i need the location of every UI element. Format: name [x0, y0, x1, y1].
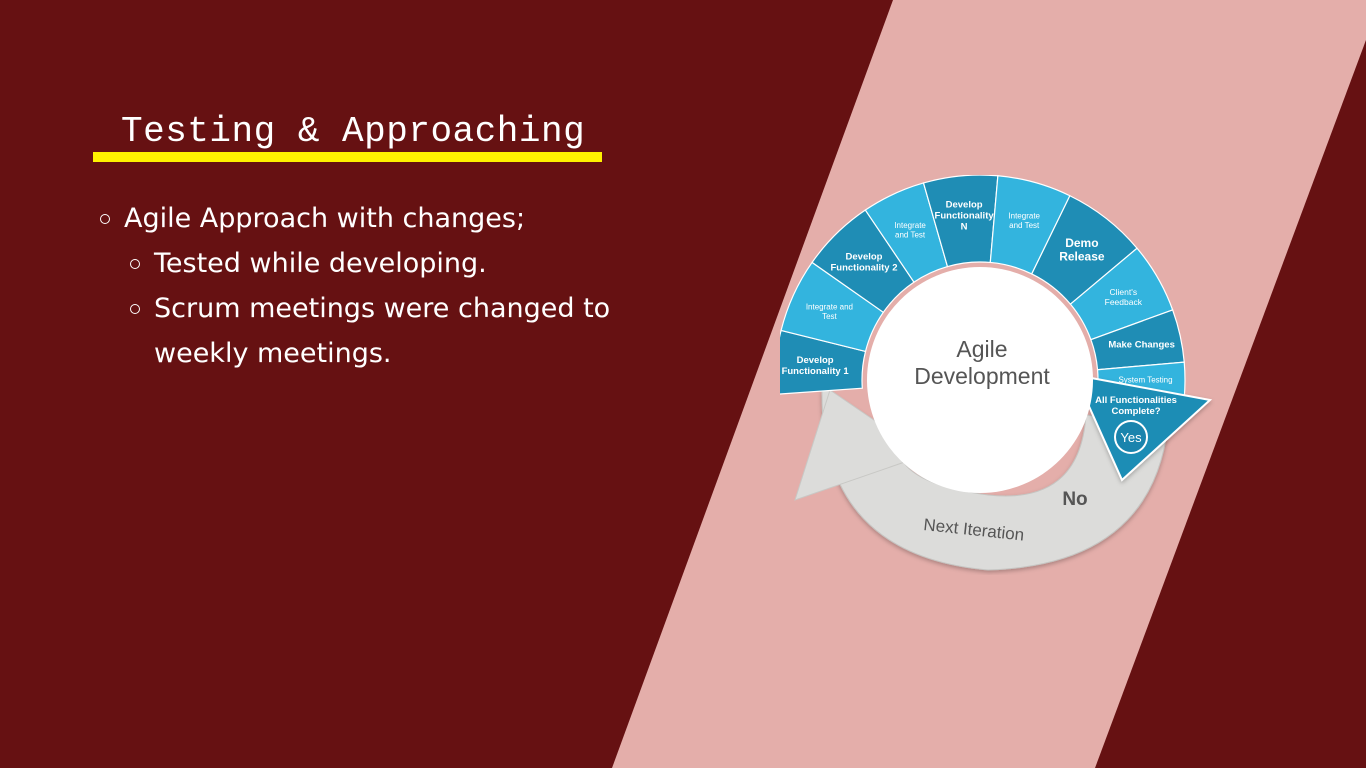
- title-underline: [93, 152, 602, 162]
- segment-label: Test: [822, 312, 837, 321]
- segment-label: Functionality 1: [782, 366, 850, 377]
- slide-title: Testing & Approaching: [121, 111, 586, 152]
- segment-label: Develop: [797, 355, 834, 366]
- segment-label: Functionality 2: [830, 263, 897, 274]
- segment-label: Develop: [846, 252, 883, 263]
- bullet-circle-icon: [130, 259, 140, 269]
- sub-bullet-item: Scrum meetings were changed to: [96, 286, 636, 331]
- bullet-text: Agile Approach with changes;: [124, 203, 526, 234]
- decision-label-line2: Complete?: [1111, 406, 1160, 417]
- segment-label: and Test: [895, 230, 926, 239]
- bullet-text: Scrum meetings were changed to: [154, 293, 611, 324]
- segment-label: Integrate: [894, 221, 926, 230]
- bullet-list: Agile Approach with changes; Tested whil…: [96, 196, 636, 376]
- segment-label: Client's: [1109, 287, 1137, 297]
- center-title-line2: Development: [914, 363, 1050, 389]
- center-hub: [867, 267, 1093, 493]
- segment-label: System Testing: [1118, 376, 1172, 385]
- segment-label: N: [961, 221, 968, 232]
- segment-label: Feedback: [1105, 297, 1143, 307]
- yes-label: Yes: [1120, 430, 1142, 445]
- yes-badge: [1114, 420, 1148, 454]
- segment-label: Demo: [1065, 236, 1098, 250]
- segment-label: Integrate: [1008, 211, 1040, 220]
- segment-label: Develop: [946, 199, 983, 210]
- segment-label: and Test: [1009, 221, 1040, 230]
- bullet-text: Tested while developing.: [154, 248, 487, 279]
- segment-label: Functionality: [935, 210, 995, 221]
- no-label: No: [1062, 489, 1087, 510]
- bullet-circle-icon: [130, 304, 140, 314]
- center-title-line1: Agile: [956, 336, 1007, 362]
- sub-bullet-item: Tested while developing.: [96, 241, 636, 286]
- decision-label-line1: All Functionalities: [1095, 395, 1177, 406]
- bullet-continuation: weekly meetings.: [154, 338, 392, 369]
- bullet-item: Agile Approach with changes;: [96, 196, 636, 241]
- segment-label: Integrate and: [806, 302, 853, 311]
- segment-label: Release: [1059, 249, 1105, 263]
- bullet-circle-icon: [100, 214, 110, 224]
- segment-label: Make Changes: [1108, 339, 1175, 350]
